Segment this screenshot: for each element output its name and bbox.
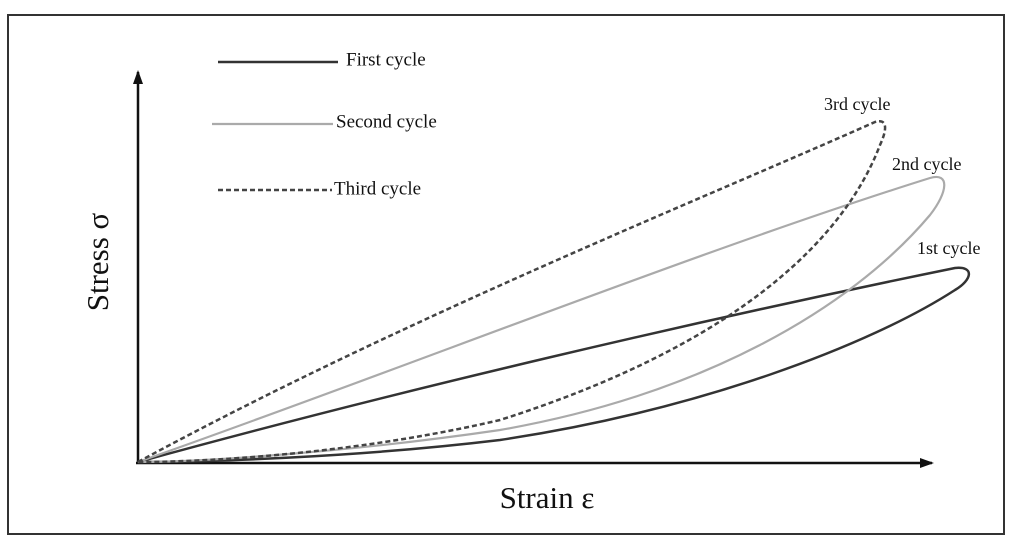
annotation: 1st cycle (917, 238, 980, 258)
x-axis-label: Strain ε (500, 480, 595, 515)
second-cycle-loop (137, 175, 946, 464)
y-axis-label: Stress σ (80, 212, 115, 311)
legend-label: First cycle (346, 49, 426, 70)
frame (7, 14, 1005, 535)
legend-label: Second cycle (336, 111, 437, 132)
annotation: 2nd cycle (892, 154, 961, 174)
annotation: 3rd cycle (824, 94, 890, 114)
legend-label: Third cycle (334, 178, 421, 199)
third-cycle-loop (137, 119, 887, 464)
first-cycle-loop (137, 266, 971, 464)
